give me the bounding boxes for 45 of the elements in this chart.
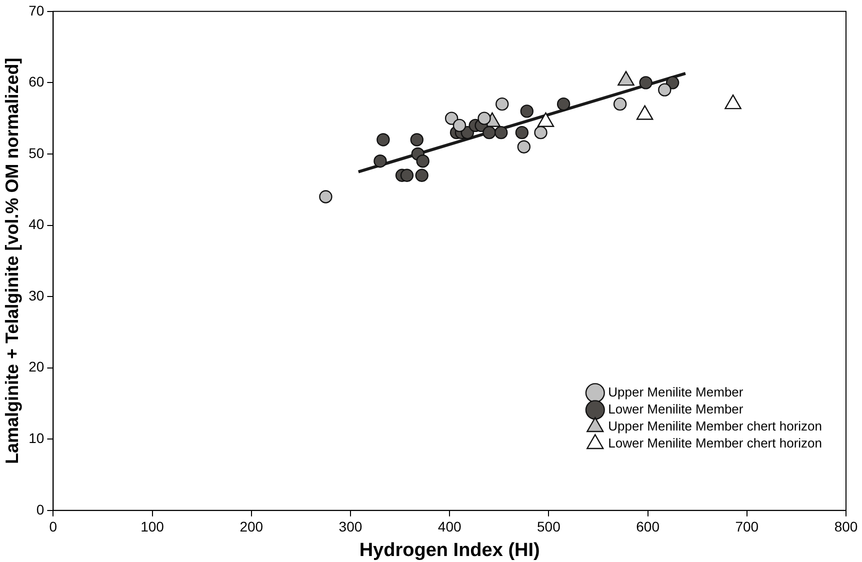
point [452,118,466,132]
legend-label: Upper Menilite Member chert horizon [608,418,822,434]
point [496,97,509,111]
x-tick-label: 800 [834,518,858,535]
x-tick-label: 0 [49,518,58,535]
point [517,140,531,154]
x-axis-title: Hydrogen Index (HI) [359,540,540,561]
point [494,126,508,140]
point [376,133,390,146]
point [556,97,570,111]
point [666,76,680,90]
point [478,112,491,125]
point [515,126,529,140]
y-tick-label: 40 [28,216,44,232]
x-tick-label: 700 [735,518,759,535]
point [400,168,414,182]
legend-label: Upper Menilite Member [608,384,744,400]
point [374,154,387,168]
point [482,126,496,140]
point [534,126,548,140]
point [319,190,332,204]
legend-label: Lower Menilite Member chert horizon [608,435,822,450]
y-tick-label: 50 [28,144,44,161]
point [658,83,672,96]
x-tick-label: 500 [537,518,561,535]
legend-label: Lower Menilite Member [608,401,744,416]
point [410,133,424,146]
y-tick-label: 70 [28,2,44,18]
point [444,112,458,125]
point [520,104,534,118]
point [416,154,430,168]
y-tick-label: 30 [28,287,44,304]
y-tick-label: 10 [28,430,44,446]
point [639,76,652,90]
x-tick-label: 200 [240,518,264,535]
y-tick-label: 0 [36,501,44,518]
point [415,168,428,182]
y-tick-label: 20 [28,358,44,375]
y-tick-label: 60 [28,74,44,90]
x-tick-label: 100 [140,518,164,535]
x-tick-label: 400 [438,518,462,535]
point [613,97,627,111]
x-tick-label: 600 [636,518,660,535]
y-axis-title: Lamalginite + Telalginite [vol.% OM normalized] [2,58,22,464]
x-tick-label: 300 [338,518,362,535]
